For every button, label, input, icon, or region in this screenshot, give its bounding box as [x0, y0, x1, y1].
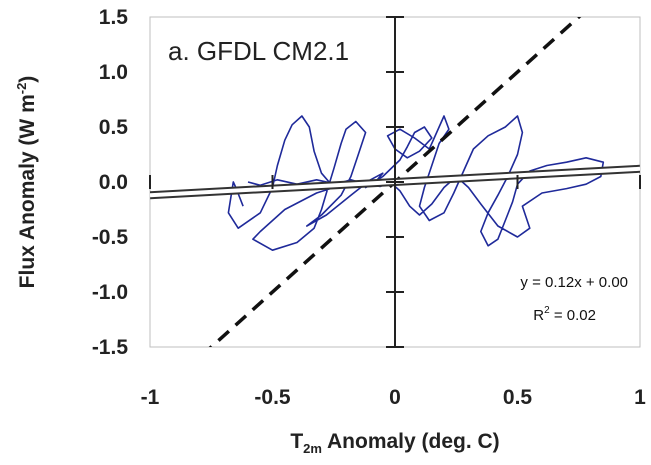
x-tick-label: 1 [634, 386, 646, 409]
x-tick-label: -1 [141, 386, 160, 409]
panel-title: a. GFDL CM2.1 [168, 36, 349, 66]
y-tick-label: -0.5 [92, 226, 129, 249]
y-tick-label: 0.0 [99, 171, 128, 194]
regression-equation: y = 0.12x + 0.00 [520, 274, 628, 291]
cross-axes [149, 16, 641, 348]
r-squared-annotation: R2 = 0.02 [533, 305, 596, 324]
x-tick-label: 0.5 [503, 386, 533, 409]
r2-superscript: 2 [544, 305, 550, 316]
y-axis-title-main: Flux Anomaly (W m [16, 94, 39, 288]
x-tick-labels: -1 -0.5 0 0.5 1 [141, 386, 647, 409]
x-axis-title-rest: Anomaly (deg. C) [322, 430, 500, 453]
x-axis-title-sub: 2m [303, 441, 322, 456]
y-axis-title-end: ) [16, 76, 39, 83]
y-tick-label: 0.5 [99, 116, 129, 139]
x-axis-title: T2m Anomaly (deg. C) [290, 430, 499, 456]
x-axis-title-main: T [290, 430, 303, 453]
y-tick-label: 1.5 [99, 6, 129, 29]
r2-label: R [533, 307, 544, 324]
r2-value: = 0.02 [550, 307, 596, 324]
y-tick-label: 1.0 [99, 61, 128, 84]
y-tick-label: -1.5 [92, 336, 129, 359]
y-tick-label: -1.0 [92, 281, 128, 304]
series-layer [227, 115, 605, 251]
x-tick-label: -0.5 [254, 386, 291, 409]
y-axis-title: Flux Anomaly (W m-2) [14, 76, 39, 289]
y-tick-labels: 1.5 1.0 0.5 0.0 -0.5 -1.0 -1.5 [92, 6, 129, 359]
x-tick-label: 0 [389, 386, 401, 409]
series-line [227, 115, 605, 251]
y-axis-title-sup: -2 [14, 83, 29, 95]
